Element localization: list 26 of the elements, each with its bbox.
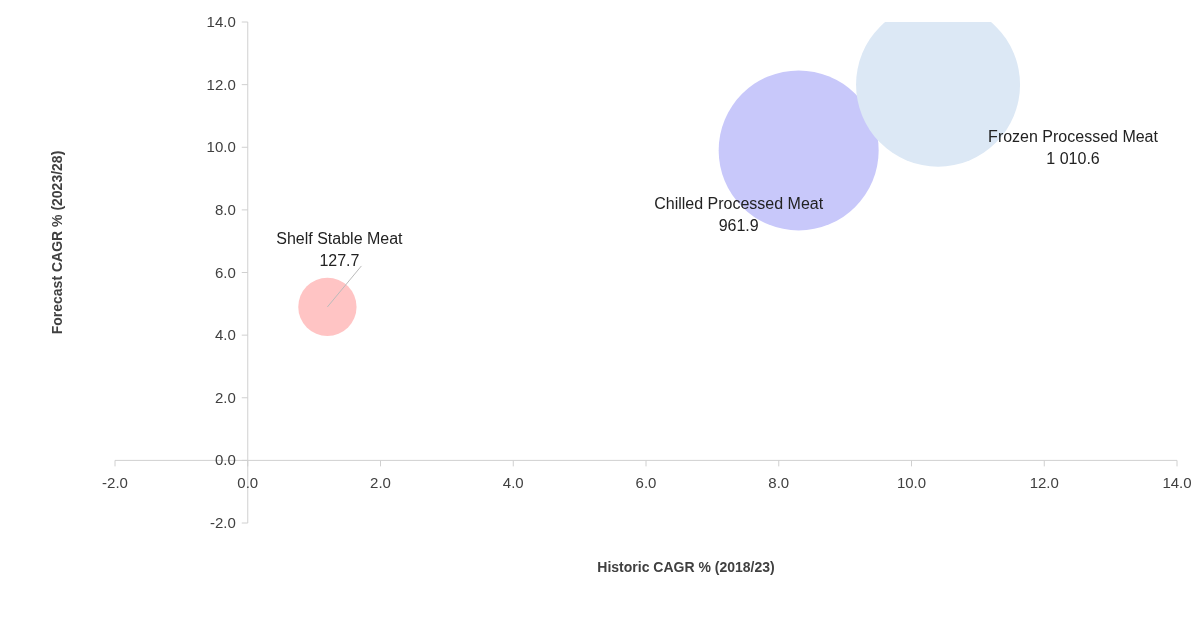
data-label: 127.7 [319,251,360,269]
x-tick-label: 12.0 [1029,474,1059,492]
x-tick-label: 14.0 [1162,474,1192,492]
x-tick-label: 4.0 [502,474,524,492]
x-tick-label: -2.0 [102,474,128,492]
y-tick-label: 8.0 [214,200,236,218]
x-tick-label: 10.0 [896,474,927,492]
data-label: 1 010.6 [1046,149,1100,167]
x-tick-label: 0.0 [237,474,259,492]
text: Shelf Stable Meat [276,229,404,247]
y-tick-label: 14.0 [206,13,236,30]
y-tick-label: -2.0 [209,514,236,531]
y-tick-label: 12.0 [206,75,236,93]
series-label: Frozen Processed Meat [988,127,1159,145]
x-tick-label: 6.0 [635,474,657,492]
x-axis-title: Historic CAGR % (2018/23) [597,559,775,575]
y-axis-title: Forecast CAGR % (2023/28) [49,150,65,335]
data-label: 961.9 [718,217,759,235]
y-tick-label: 6.0 [214,263,236,281]
y-tick-label: 4.0 [214,326,236,344]
y-tick-label: 2.0 [214,388,236,406]
y-tick-label: 10.0 [206,138,236,156]
x-tick-label: 2.0 [370,474,391,492]
y-tick-label: 0.0 [214,451,236,469]
series-label: Chilled Processed Meat [654,195,824,213]
x-tick-label: 8.0 [768,474,790,492]
